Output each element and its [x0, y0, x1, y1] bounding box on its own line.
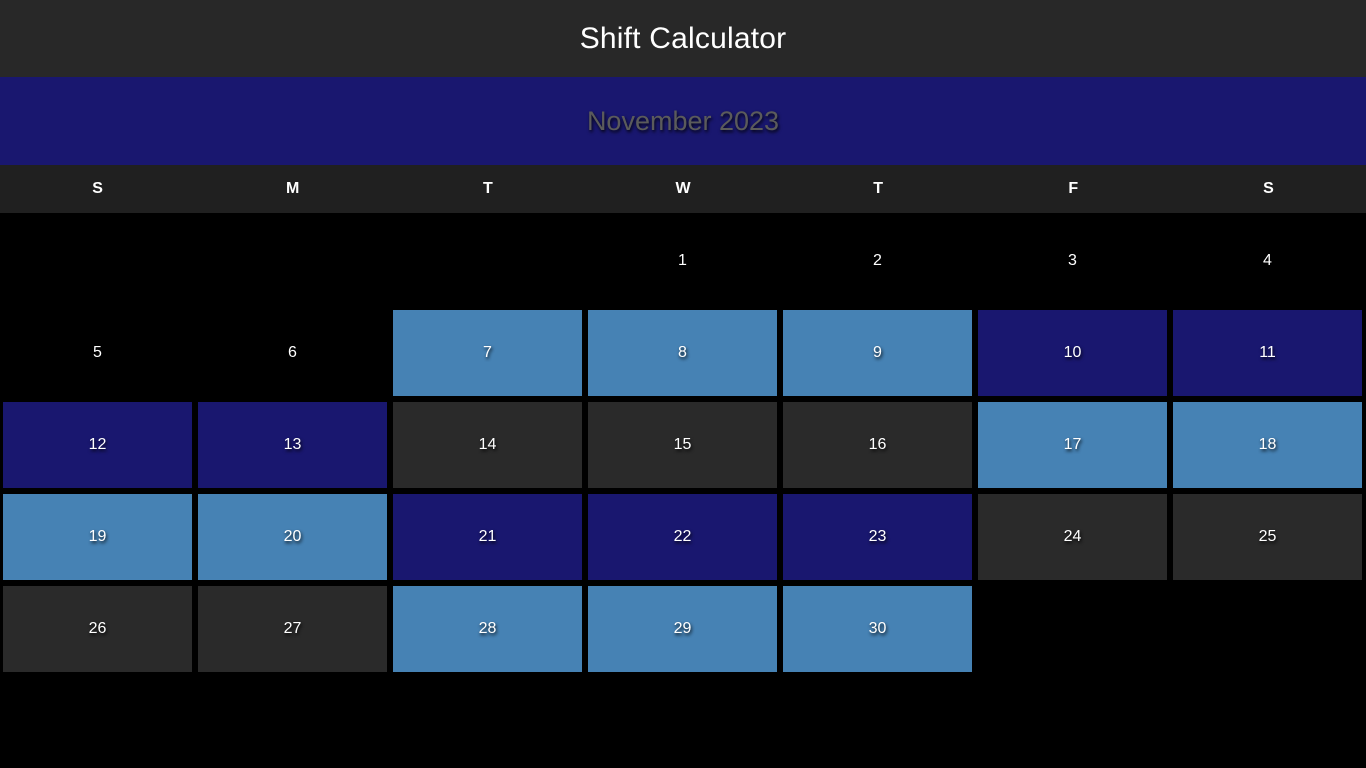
calendar-day-12[interactable]: 12	[3, 402, 192, 488]
app-header: Shift Calculator	[0, 0, 1366, 77]
weekday-header: S M T W T F S	[0, 165, 1366, 213]
calendar-day-1[interactable]: 1	[588, 218, 777, 304]
calendar-day-21[interactable]: 21	[393, 494, 582, 580]
calendar-day-20[interactable]: 20	[198, 494, 387, 580]
calendar-day-17[interactable]: 17	[978, 402, 1167, 488]
month-bar: November 2023	[0, 77, 1366, 165]
weekday-thursday: T	[873, 180, 884, 197]
calendar-day-14[interactable]: 14	[393, 402, 582, 488]
month-title[interactable]: November 2023	[586, 105, 780, 136]
weekday-tuesday: T	[482, 180, 493, 197]
calendar-day-27[interactable]: 27	[198, 586, 387, 672]
calendar-empty-cell	[393, 218, 582, 304]
calendar-day-5[interactable]: 5	[3, 310, 192, 396]
weekday-monday: M	[286, 180, 300, 197]
calendar-day-30[interactable]: 30	[783, 586, 972, 672]
calendar-day-10[interactable]: 10	[978, 310, 1167, 396]
calendar-day-22[interactable]: 22	[588, 494, 777, 580]
calendar-day-19[interactable]: 19	[3, 494, 192, 580]
calendar-day-2[interactable]: 2	[783, 218, 972, 304]
calendar-day-15[interactable]: 15	[588, 402, 777, 488]
calendar-empty-cell	[3, 218, 192, 304]
calendar-day-18[interactable]: 18	[1173, 402, 1362, 488]
calendar-day-25[interactable]: 25	[1173, 494, 1362, 580]
calendar-day-6[interactable]: 6	[198, 310, 387, 396]
app-title: Shift Calculator	[579, 21, 787, 55]
weekday-saturday: S	[1263, 180, 1274, 197]
calendar-day-3[interactable]: 3	[978, 218, 1167, 304]
calendar-day-28[interactable]: 28	[393, 586, 582, 672]
calendar-empty-cell	[198, 218, 387, 304]
calendar-day-9[interactable]: 9	[783, 310, 972, 396]
calendar-day-7[interactable]: 7	[393, 310, 582, 396]
calendar-day-29[interactable]: 29	[588, 586, 777, 672]
calendar-grid: 1 2 3 4 5 6 7 8 9 10 11 12 13 14 15 16 17 18 19 20 21 22 23 24 2…	[0, 218, 1366, 672]
calendar-day-26[interactable]: 26	[3, 586, 192, 672]
calendar-day-16[interactable]: 16	[783, 402, 972, 488]
weekday-wednesday: W	[675, 180, 691, 197]
weekday-sunday: S	[92, 180, 103, 197]
weekday-friday: F	[1068, 180, 1079, 197]
calendar-day-24[interactable]: 24	[978, 494, 1167, 580]
calendar-day-11[interactable]: 11	[1173, 310, 1362, 396]
calendar-day-4[interactable]: 4	[1173, 218, 1362, 304]
calendar-day-23[interactable]: 23	[783, 494, 972, 580]
calendar-day-8[interactable]: 8	[588, 310, 777, 396]
calendar-day-13[interactable]: 13	[198, 402, 387, 488]
